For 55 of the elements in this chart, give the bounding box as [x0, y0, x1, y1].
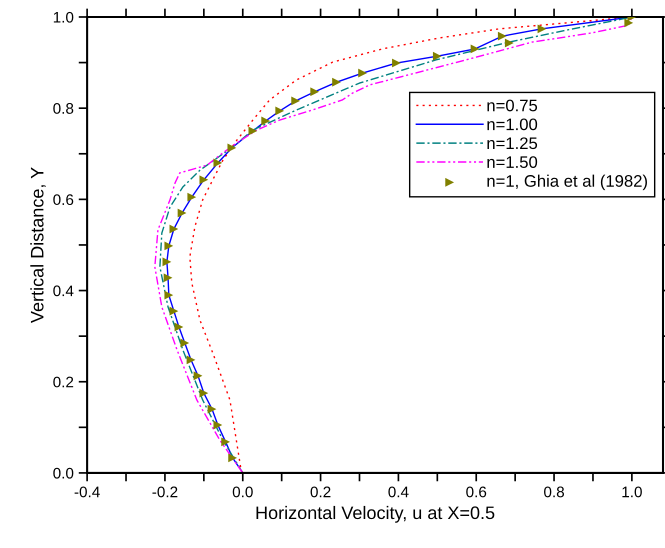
point [624, 18, 634, 28]
legend-label: n=1.00 [487, 118, 538, 130]
point [275, 106, 284, 116]
point [180, 338, 190, 348]
y-tick-label: 0.6 [53, 194, 74, 206]
point [498, 32, 507, 41]
point [358, 68, 367, 78]
point [221, 438, 230, 446]
legend-label: n=1.25 [487, 137, 538, 150]
x-tick-label: 0.0 [232, 486, 253, 498]
legend-label: n=1, Ghia et al (1982) [487, 174, 647, 190]
point [162, 257, 172, 266]
point [228, 453, 238, 462]
point [199, 175, 208, 184]
x-tick-label: 0.6 [466, 486, 486, 498]
point [432, 52, 442, 61]
x-tick-label: -0.2 [152, 486, 178, 498]
y-tick-label: 0.8 [53, 103, 74, 114]
point [164, 273, 172, 282]
point [504, 38, 514, 48]
y-tick-label: 0.2 [53, 376, 74, 388]
point [199, 388, 208, 398]
point [187, 192, 196, 202]
point [169, 306, 178, 316]
point [164, 241, 174, 250]
point [169, 224, 178, 234]
y-tick-label: 0.0 [53, 468, 74, 479]
point [227, 143, 236, 152]
x-tick-label: 0.2 [310, 486, 330, 498]
point [261, 116, 270, 126]
point [174, 322, 184, 332]
y-tick-label: 1.0 [54, 12, 74, 23]
point [164, 290, 174, 300]
point [392, 58, 401, 68]
point [291, 96, 300, 106]
x-tick-label: 0.8 [544, 486, 564, 498]
point [310, 87, 320, 96]
x-tick-label: -0.4 [74, 486, 100, 498]
x-axis-title: Horizontal Velocity, u at X=0.5 [256, 506, 494, 523]
legend-label: n=0.75 [487, 100, 538, 112]
point [194, 371, 202, 380]
legend-label: n=1.50 [487, 156, 538, 168]
point [470, 44, 480, 54]
point [178, 208, 186, 218]
point [538, 24, 546, 34]
point [213, 158, 222, 168]
x-tick-label: 0.4 [388, 486, 409, 498]
x-tick-label: 1.0 [622, 486, 642, 498]
point [213, 420, 222, 430]
point [332, 78, 341, 87]
y-tick-label: 0.4 [53, 285, 74, 296]
y-axis-title: Vertical Distance, Y [30, 167, 46, 323]
point [208, 404, 216, 414]
point [186, 355, 196, 364]
point [248, 126, 258, 136]
